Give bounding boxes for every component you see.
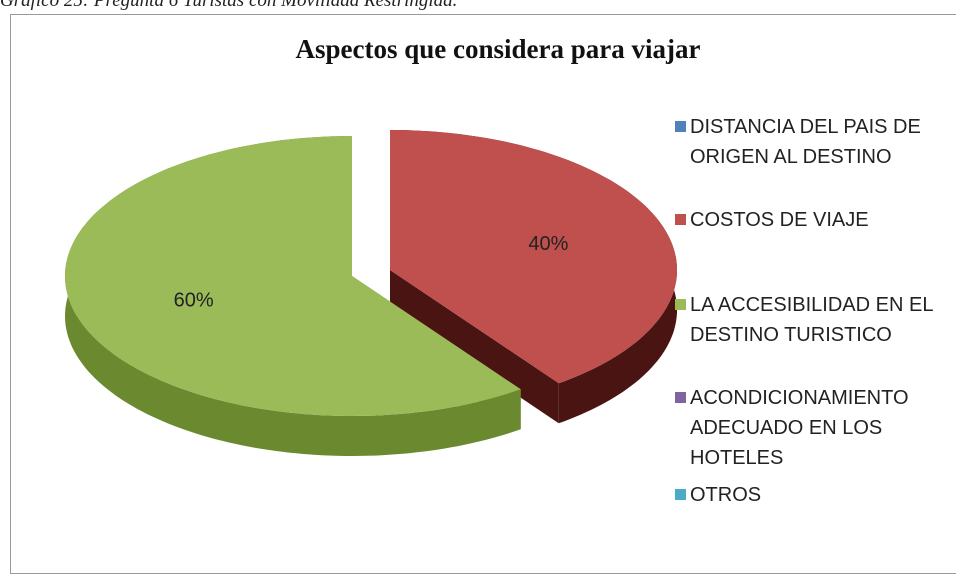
legend-label: ACONDICIONAMIENTO ADECUADO EN LOS HOTELE… [690,387,909,469]
legend-item: COSTOS DE VIAJE [675,205,955,235]
chart-title: Aspectos que considera para viajar [296,34,701,64]
legend-swatch [675,121,686,132]
slice-side [65,136,521,456]
slice [65,136,521,416]
legend-item: ACONDICIONAMIENTO ADECUADO EN LOS HOTELE… [675,383,955,473]
legend-label: DISTANCIA DEL PAIS DE ORIGEN AL DESTINO [690,116,921,168]
legend-swatch [675,489,686,500]
legend-item: OTROS [675,480,955,510]
legend-swatch [675,299,686,310]
legend-label: COSTOS DE VIAJE [690,209,869,231]
chart: Aspectos que considera para viajar 40% 60… [65,34,701,456]
data-label: 40% [528,233,568,255]
legend-item: LA ACCESIBILIDAD EN EL DESTINO TURISTICO [675,290,955,350]
slice [390,130,677,384]
slice-wall [390,270,559,424]
legend-item: DISTANCIA DEL PAIS DE ORIGEN AL DESTINO [675,112,955,172]
data-label: 60% [174,289,214,311]
legend-swatch [675,392,686,403]
legend-label: OTROS [690,484,762,506]
legend-label: LA ACCESIBILIDAD EN EL DESTINO TURISTICO [690,294,933,346]
legend-swatch [675,214,686,225]
caption: Gráfico 25: Pregunta 6 Turistas con Movi… [0,0,464,12]
